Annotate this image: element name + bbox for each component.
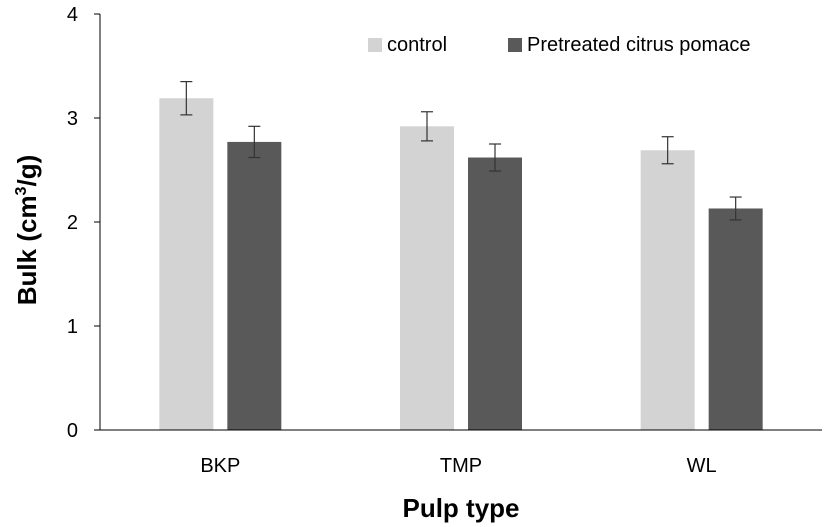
error-bar [248, 125, 261, 159]
x-axis-title: Pulp type [402, 493, 519, 523]
bar-group [159, 98, 763, 431]
y-axis-title: Bulk (cm3/g) [12, 155, 42, 305]
error-bar [661, 136, 674, 165]
bar-control-wl [640, 150, 695, 431]
y-axis-title-superscript: 3 [13, 186, 30, 195]
error-bar [180, 80, 193, 116]
y-axis-ticks: 0 1 2 3 4 [67, 4, 100, 442]
y-axis-title-main: Bulk (cm [12, 195, 42, 305]
y-axis-title-tail: /g) [12, 155, 42, 187]
bar-pretreated-bkp [227, 141, 282, 431]
x-axis-tick-labels: BKP TMP WL [200, 455, 716, 477]
bar-control-tmp [400, 126, 454, 430]
error-bar-group [180, 80, 742, 221]
y-tick-label: 0 [67, 420, 78, 442]
error-bar [489, 143, 501, 172]
y-tick-label: 4 [67, 4, 78, 26]
legend-swatch-control [368, 38, 382, 52]
legend: control Pretreated citrus pomace [368, 34, 750, 56]
error-bar [421, 111, 433, 142]
y-tick-label: 1 [67, 316, 78, 338]
x-tick-label: TMP [440, 455, 482, 477]
bar-pretreated-wl [708, 208, 763, 430]
x-tick-label: BKP [200, 455, 240, 477]
error-bar [729, 196, 742, 221]
bar-pretreated-tmp [468, 157, 522, 430]
y-tick-label: 2 [67, 212, 78, 234]
legend-swatch-pretreated [508, 38, 522, 52]
bar-control-bkp [159, 98, 214, 431]
x-tick-label: WL [687, 455, 717, 477]
y-tick-label: 3 [67, 108, 78, 130]
legend-label-pretreated: Pretreated citrus pomace [527, 34, 750, 56]
legend-label-control: control [387, 34, 447, 56]
